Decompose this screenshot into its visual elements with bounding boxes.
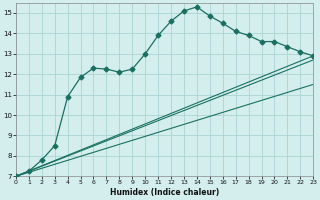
X-axis label: Humidex (Indice chaleur): Humidex (Indice chaleur) bbox=[110, 188, 219, 197]
